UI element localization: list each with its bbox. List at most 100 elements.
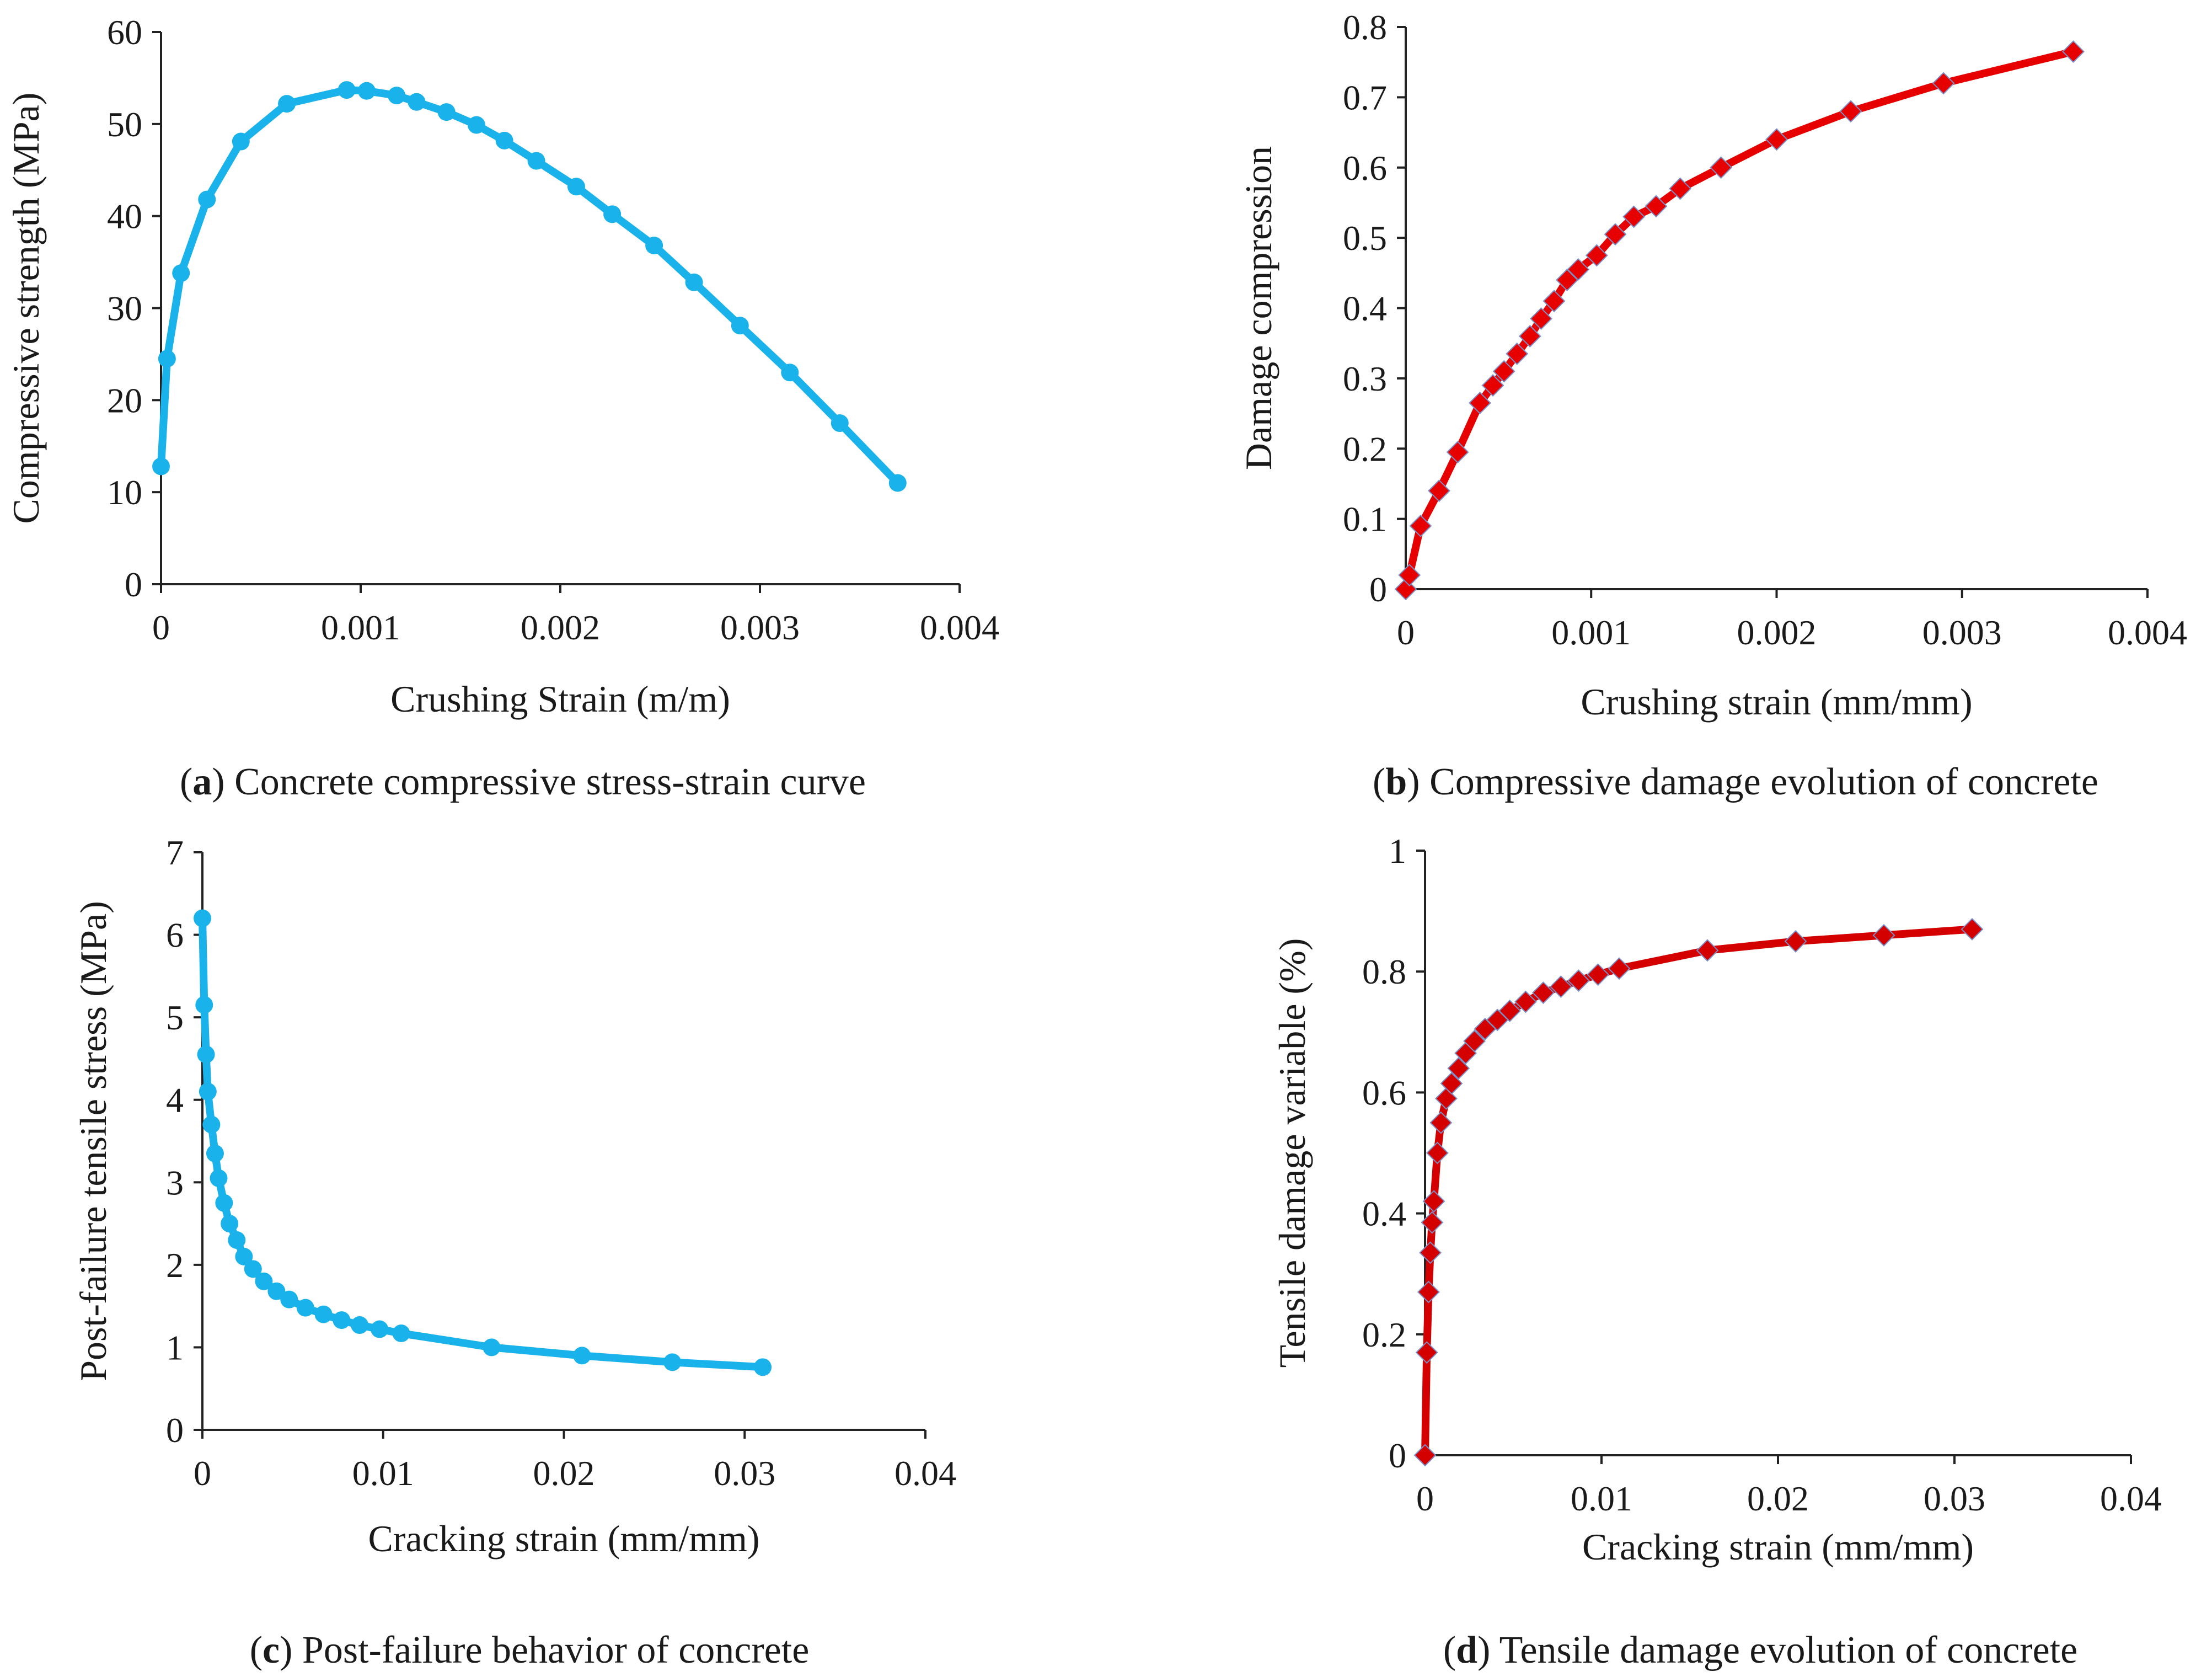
y-tick-label: 50 bbox=[107, 105, 142, 144]
data-point bbox=[351, 1316, 369, 1334]
data-point bbox=[2062, 40, 2085, 63]
data-point bbox=[663, 1353, 682, 1371]
data-point bbox=[1604, 223, 1627, 246]
data-point bbox=[1419, 1241, 1442, 1264]
x-tick-label: 0.004 bbox=[920, 608, 999, 647]
caption-c: (c) Post-failure behavior of concrete bbox=[249, 1629, 810, 1671]
y-tick-label: 10 bbox=[107, 473, 142, 512]
y-tick-label: 0.8 bbox=[1343, 8, 1387, 47]
data-point bbox=[1417, 1280, 1440, 1304]
data-point bbox=[1669, 177, 1692, 200]
data-point bbox=[437, 103, 456, 121]
x-tick-label: 0.003 bbox=[720, 608, 800, 647]
data-point bbox=[206, 1144, 224, 1162]
data-point bbox=[495, 131, 513, 149]
data-point bbox=[1531, 981, 1555, 1004]
data-point bbox=[1645, 195, 1668, 218]
caption-d: (d) Tensile damage evolution of concrete bbox=[1443, 1629, 2078, 1671]
data-point bbox=[1413, 1444, 1437, 1467]
x-tick-label: 0.002 bbox=[521, 608, 600, 647]
data-point bbox=[267, 1282, 286, 1300]
caption-a: (a) Concrete compressive stress-strain c… bbox=[179, 761, 866, 803]
data-point bbox=[1542, 290, 1566, 313]
data-point bbox=[228, 1231, 246, 1249]
data-point bbox=[1440, 1072, 1463, 1095]
y-tick-label: 0.2 bbox=[1362, 1315, 1406, 1354]
data-point bbox=[1567, 969, 1590, 992]
y-tick-label: 0.6 bbox=[1362, 1073, 1406, 1112]
y-axis-title: Post-failure tensile stress (MPa) bbox=[72, 901, 114, 1381]
data-point bbox=[255, 1272, 273, 1290]
x-tick-label: 0.004 bbox=[2108, 613, 2187, 652]
x-tick-label: 0 bbox=[152, 608, 170, 647]
x-axis-title: Cracking strain (mm/mm) bbox=[368, 1518, 759, 1559]
data-point bbox=[1514, 990, 1537, 1013]
x-tick-label: 0.03 bbox=[714, 1454, 775, 1493]
data-point bbox=[1498, 1000, 1522, 1022]
data-point bbox=[1422, 1190, 1445, 1213]
x-tick-label: 0.04 bbox=[2100, 1479, 2162, 1518]
data-point bbox=[1567, 258, 1590, 281]
data-point bbox=[235, 1247, 253, 1265]
y-axis-title: Tensile damage variable (%) bbox=[1271, 938, 1313, 1368]
data-point bbox=[221, 1215, 239, 1233]
data-point bbox=[1961, 918, 1984, 941]
y-tick-label: 4 bbox=[166, 1081, 184, 1120]
data-point bbox=[1608, 957, 1631, 980]
data-point bbox=[1549, 975, 1572, 998]
data-point bbox=[199, 1082, 217, 1101]
data-point bbox=[1409, 514, 1432, 537]
data-point bbox=[1839, 100, 1862, 123]
data-point bbox=[1710, 156, 1733, 179]
data-point bbox=[1585, 244, 1608, 267]
data-point bbox=[158, 350, 176, 368]
y-tick-label: 0.2 bbox=[1343, 429, 1387, 468]
y-tick-label: 0 bbox=[125, 565, 142, 604]
x-tick-label: 0.001 bbox=[1551, 613, 1631, 652]
data-point bbox=[1622, 205, 1646, 228]
data-point bbox=[1398, 564, 1421, 586]
series-line bbox=[1402, 47, 2077, 593]
data-point bbox=[1872, 924, 1895, 947]
x-tick-label: 0 bbox=[1416, 1479, 1434, 1518]
data-point bbox=[1932, 72, 1955, 95]
data-point bbox=[567, 178, 585, 196]
y-tick-label: 7 bbox=[166, 833, 184, 872]
data-point bbox=[314, 1305, 333, 1323]
chart-b-compressive-damage: 0 0.1 0.2 0.3 0.4 0.5 0.6 0.7 0.8 0 0.001 0.002 0.00… bbox=[1238, 8, 2187, 723]
x-tick-label: 0.02 bbox=[533, 1454, 595, 1493]
data-point bbox=[685, 273, 703, 291]
chart-c-post-failure-tensile: 0 1 2 3 4 5 6 7 0 0.01 0.02 0.03 0.04 Cracking strain… bbox=[72, 833, 956, 1559]
x-tick-label: 0 bbox=[1397, 613, 1415, 652]
x-tick-label: 0.04 bbox=[895, 1454, 956, 1493]
data-point bbox=[1587, 963, 1610, 986]
data-point bbox=[198, 190, 216, 209]
chart-d-tensile-damage: 0 0.2 0.4 0.6 0.8 1 0 0.01 0.02 0.03 0.04 Cracking … bbox=[1271, 831, 2162, 1568]
data-point bbox=[1446, 441, 1469, 464]
y-tick-label: 40 bbox=[107, 197, 142, 236]
data-point bbox=[408, 93, 426, 111]
y-tick-label: 0.3 bbox=[1343, 359, 1387, 398]
data-point bbox=[1426, 1141, 1449, 1165]
data-point bbox=[467, 116, 485, 134]
data-point bbox=[1463, 1029, 1486, 1053]
data-point bbox=[172, 264, 190, 282]
data-point bbox=[754, 1358, 772, 1376]
data-point bbox=[781, 364, 799, 382]
data-point bbox=[1784, 930, 1807, 953]
x-tick-label: 0.01 bbox=[352, 1454, 414, 1493]
data-point bbox=[244, 1260, 262, 1278]
y-tick-label: 6 bbox=[166, 916, 184, 955]
data-point bbox=[278, 95, 296, 113]
data-point bbox=[888, 474, 907, 492]
data-point bbox=[296, 1299, 314, 1317]
data-point bbox=[1469, 392, 1491, 414]
data-point bbox=[1428, 479, 1450, 503]
series-line bbox=[157, 86, 902, 487]
y-tick-label: 0 bbox=[166, 1411, 184, 1450]
y-tick-label: 0.5 bbox=[1343, 218, 1387, 258]
y-tick-label: 5 bbox=[166, 998, 184, 1037]
data-point bbox=[831, 414, 849, 432]
data-point bbox=[388, 87, 406, 105]
